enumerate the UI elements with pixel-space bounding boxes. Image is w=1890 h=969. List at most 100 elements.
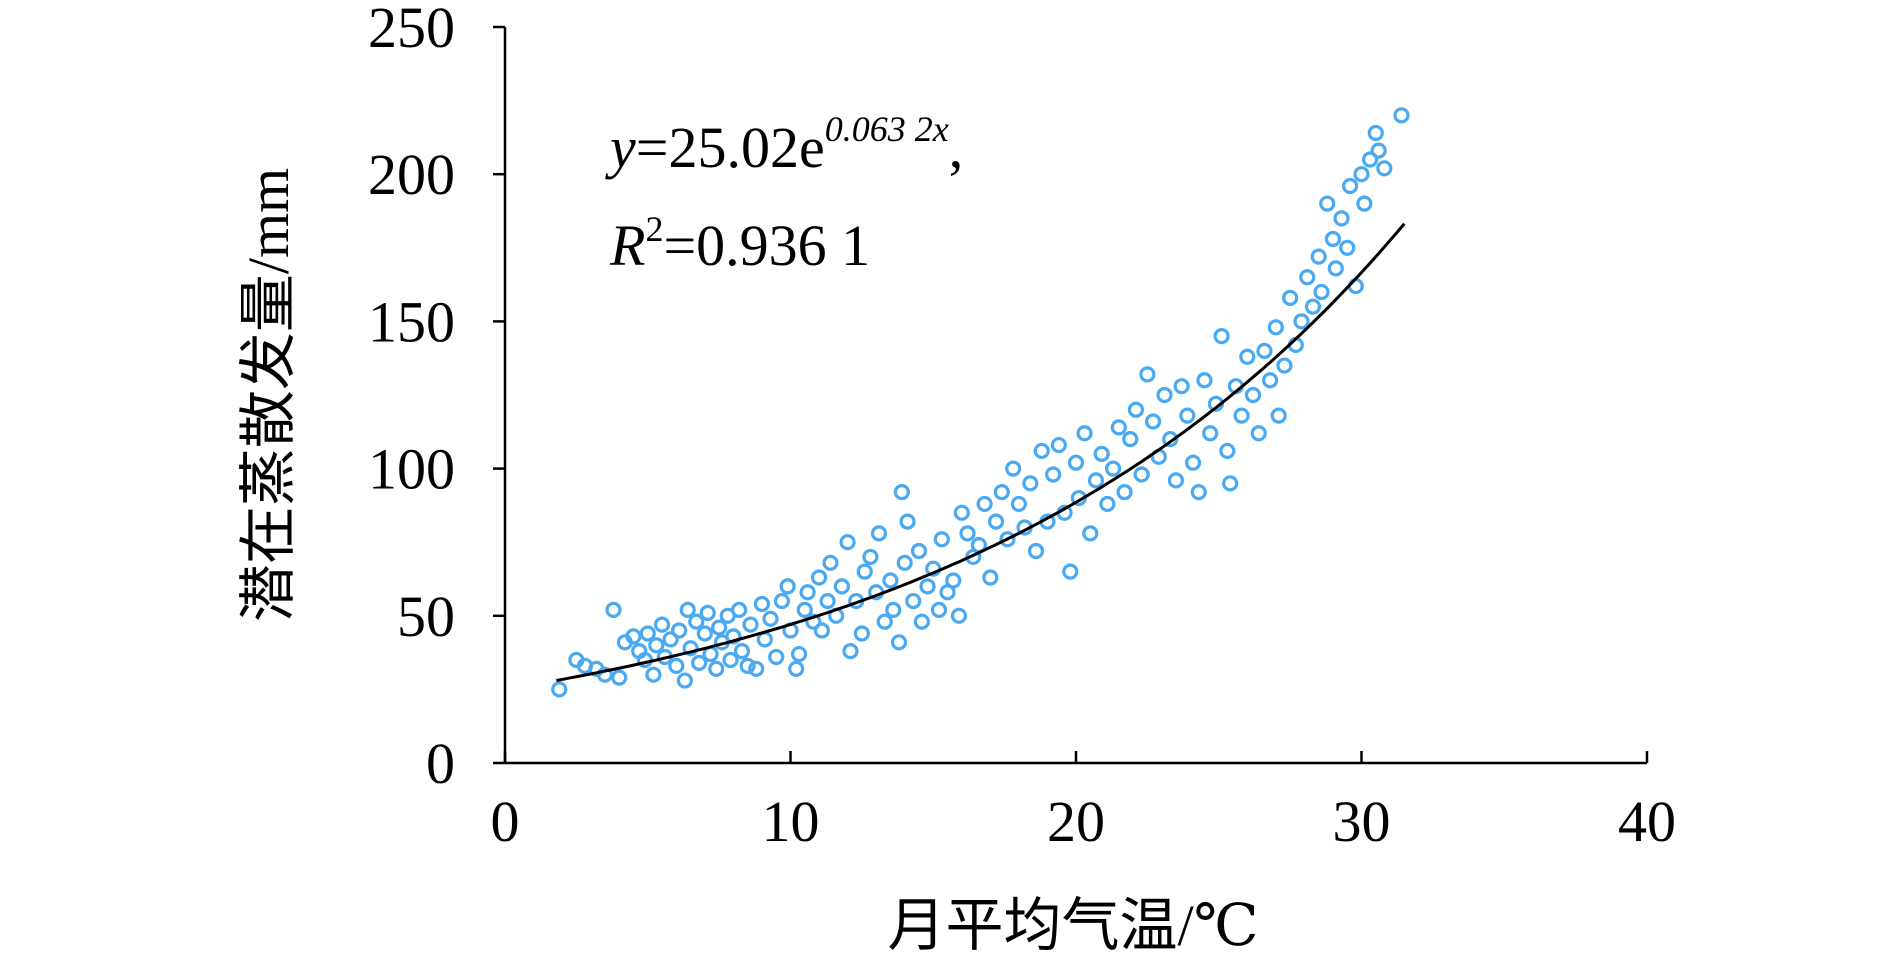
data-point — [1045, 466, 1062, 483]
data-point — [1361, 151, 1379, 168]
data-point — [1393, 107, 1410, 124]
data-point — [1062, 563, 1079, 580]
data-point — [893, 484, 910, 501]
equation-exponent: 0.063 2x — [825, 109, 949, 149]
trendline — [556, 222, 1406, 682]
data-point — [691, 654, 708, 672]
x-tick-label: 20 — [1047, 789, 1105, 854]
data-point — [1239, 348, 1256, 365]
data-point — [1050, 436, 1067, 454]
data-point — [910, 542, 928, 560]
data-point — [839, 534, 856, 551]
r-letter: R — [609, 213, 645, 278]
data-point — [1353, 166, 1370, 183]
y-tick-label: 150 — [368, 289, 455, 354]
data-point — [645, 666, 662, 683]
equation-annotation: y=25.02e0.063 2x, — [605, 109, 963, 180]
data-point — [596, 666, 614, 683]
data-point — [950, 607, 968, 624]
data-point — [742, 616, 759, 633]
data-point — [1122, 431, 1139, 448]
data-point — [1370, 142, 1387, 159]
data-point — [779, 578, 796, 595]
data-point — [682, 640, 699, 657]
data-point — [1179, 407, 1196, 424]
y-tick-label: 250 — [368, 0, 455, 60]
data-point — [1376, 160, 1393, 177]
y-tick-label: 50 — [397, 584, 455, 649]
data-point — [913, 613, 930, 630]
data-point — [1244, 386, 1262, 404]
data-point — [819, 592, 836, 610]
data-point — [753, 595, 771, 613]
data-point — [696, 625, 713, 642]
data-point — [790, 645, 808, 663]
data-point — [856, 563, 873, 580]
data-point — [1219, 442, 1236, 460]
data-point — [1127, 401, 1145, 418]
data-point — [605, 601, 622, 619]
data-point — [1356, 195, 1373, 212]
data-point — [662, 631, 679, 648]
x-tick-label: 10 — [762, 789, 820, 854]
data-point — [1010, 495, 1028, 513]
data-point — [1222, 475, 1239, 492]
data-point — [1082, 525, 1099, 542]
data-point — [1190, 484, 1207, 501]
data-point — [722, 651, 739, 669]
data-point — [1233, 407, 1250, 424]
data-point — [1256, 342, 1273, 359]
data-point — [733, 643, 751, 660]
data-point — [1202, 425, 1219, 442]
x-tick-label: 30 — [1333, 789, 1391, 854]
data-point — [1116, 484, 1133, 501]
data-point — [899, 513, 916, 530]
data-point — [611, 669, 628, 686]
x-axis-label: 月平均气温/℃ — [888, 893, 1259, 958]
data-point — [853, 625, 870, 642]
data-point — [945, 572, 962, 589]
data-point — [1027, 542, 1045, 560]
data-point — [1341, 177, 1359, 195]
data-point — [1156, 386, 1173, 404]
data-point — [842, 643, 859, 660]
data-point — [1310, 248, 1327, 265]
data-point — [1293, 313, 1310, 330]
data-point — [1313, 283, 1330, 301]
data-point — [1144, 413, 1162, 430]
data-point — [987, 513, 1005, 530]
data-point — [1105, 460, 1122, 477]
equation-comma: , — [949, 115, 964, 180]
data-point — [1022, 475, 1039, 492]
data-point — [1099, 495, 1116, 513]
data-point — [1367, 124, 1384, 142]
data-point — [748, 660, 765, 677]
data-point — [725, 628, 742, 645]
y-tick-label: 200 — [368, 142, 455, 207]
data-point — [788, 660, 805, 677]
data-point — [919, 578, 936, 595]
data-point — [953, 504, 970, 521]
data-point — [1139, 366, 1156, 383]
data-point — [999, 531, 1016, 548]
data-point — [625, 628, 642, 645]
data-point — [1339, 239, 1356, 256]
data-point — [1276, 357, 1293, 374]
data-point — [1184, 454, 1202, 471]
data-point — [1087, 472, 1105, 489]
data-point — [1267, 319, 1284, 336]
data-point — [1173, 378, 1190, 395]
r-superscript: 2 — [645, 209, 663, 249]
r-value: =0.936 1 — [663, 213, 870, 278]
data-point — [1167, 472, 1185, 489]
r-squared-annotation: R2=0.936 1 — [609, 209, 870, 278]
data-point — [1213, 328, 1230, 345]
data-point — [1324, 230, 1342, 248]
data-point — [1327, 260, 1344, 277]
data-point — [1076, 425, 1093, 442]
data-point — [896, 554, 913, 571]
data-point — [668, 657, 685, 674]
data-point — [1299, 269, 1316, 286]
data-point — [699, 604, 716, 621]
